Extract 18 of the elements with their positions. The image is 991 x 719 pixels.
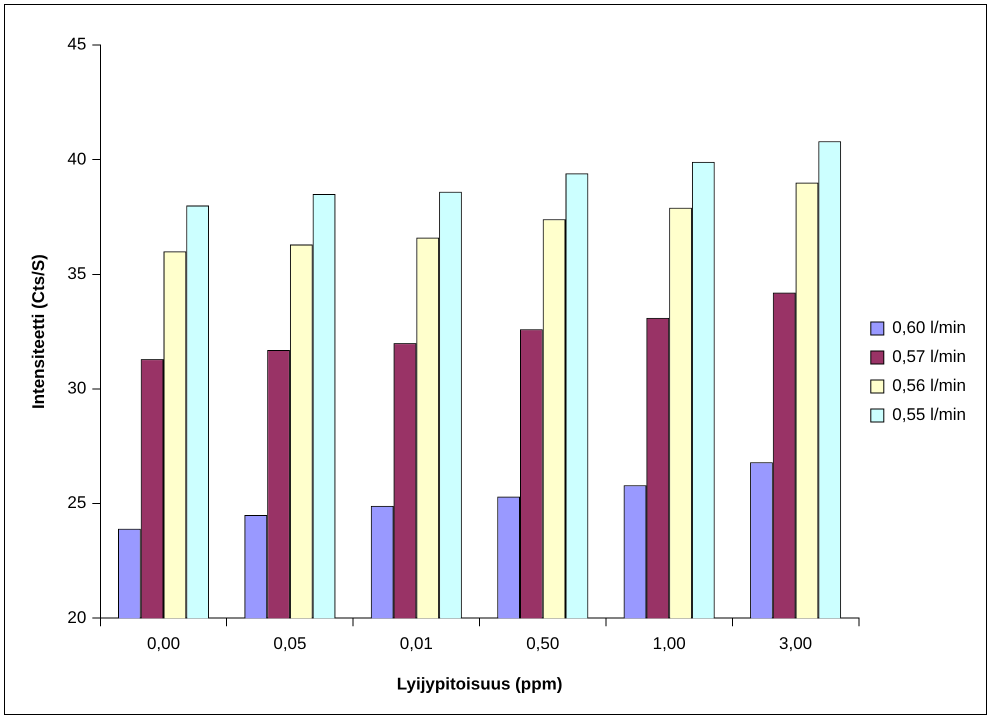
x-tick-label: 1,00 <box>652 634 686 654</box>
x-tick-label: 0,01 <box>400 634 433 654</box>
y-tick-label: 30 <box>67 378 86 398</box>
y-tick-label: 35 <box>67 264 86 283</box>
x-tick-label: 0,05 <box>273 634 306 654</box>
x-tick-label: 0,50 <box>526 634 560 654</box>
legend-label: 0,56 l/min <box>892 376 966 396</box>
y-tick-label: 40 <box>67 149 86 168</box>
y-tick-label: 25 <box>67 493 86 512</box>
legend-label: 0,55 l/min <box>892 405 966 424</box>
legend-label: 0,57 l/min <box>892 347 966 366</box>
y-tick-label: 45 <box>67 34 86 54</box>
x-tick-label: 3,00 <box>779 634 812 654</box>
x-tick-label: 0,00 <box>146 634 180 654</box>
legend-label: 0,60 l/min <box>892 318 966 338</box>
x-axis-title: Lyijypitoisuus (ppm) <box>396 674 562 694</box>
y-axis-title: Intensiteetti (Cts/S) <box>28 254 48 410</box>
y-tick-label: 20 <box>67 608 86 627</box>
